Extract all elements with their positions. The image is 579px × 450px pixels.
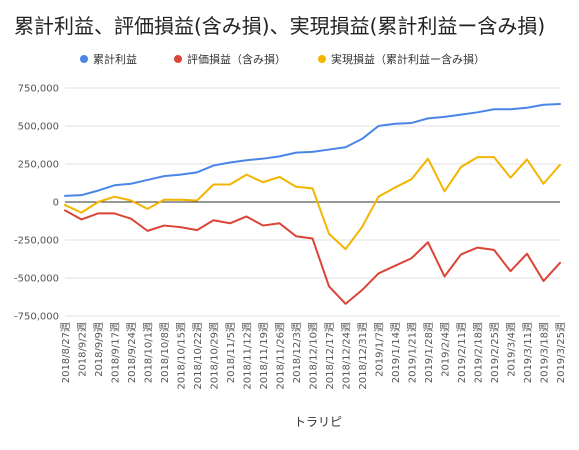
x-tick-label: 2018/10/8週	[159, 322, 171, 383]
x-tick-label: 2018/12/17週	[324, 322, 336, 390]
series-lines	[64, 102, 561, 305]
x-tick-label: 2018/10/22週	[192, 322, 204, 390]
series-line-3	[64, 156, 561, 251]
x-tick-label: 2018/11/19週	[258, 322, 270, 390]
x-axis: 2018/8/27週 2018/9/2週 2018/9/9週 2018/9/17週 20…	[60, 322, 567, 390]
x-tick-label: 2019/1/28週	[423, 322, 435, 383]
x-tick-label: 2019/2/18週	[473, 322, 485, 383]
x-tick-label: 2018/8/27週	[60, 322, 72, 383]
x-tick-label: 2019/2/4週	[440, 322, 452, 377]
x-tick-label: 2019/3/4週	[506, 322, 518, 377]
x-axis-label: トラリピ	[294, 415, 342, 429]
legend-marker-1	[80, 55, 88, 63]
legend: 累計利益 評価損益（含み損） 実現損益（累計利益ー含み損）	[80, 52, 485, 66]
legend-entry-3: 実現損益（累計利益ー含み損）	[331, 52, 485, 66]
x-tick-label: 2018/9/24週	[126, 322, 138, 383]
x-tick-label: 2018/11/12週	[242, 322, 254, 390]
y-tick-label: 750,000	[18, 84, 59, 95]
x-tick-label: 2018/12/3週	[291, 322, 303, 383]
x-tick-label: 2018/10/1週	[143, 322, 155, 383]
x-tick-label: 2018/12/10週	[308, 322, 320, 390]
legend-marker-3	[318, 55, 326, 63]
x-tick-label: 2019/1/14週	[390, 322, 402, 383]
x-tick-label: 2018/10/15週	[176, 322, 188, 390]
y-tick-label: -750,000	[14, 312, 59, 323]
y-tick-label: 250,000	[18, 160, 59, 171]
y-axis: 750,000 500,000 250,000 0 -250,000 -500,000 -7…	[14, 84, 59, 323]
x-tick-label: 2019/1/21週	[407, 322, 419, 383]
x-tick-label: 2018/12/24週	[341, 322, 353, 390]
y-tick-label: -500,000	[14, 274, 59, 285]
x-tick-label: 2019/3/11週	[522, 322, 534, 383]
legend-entry-2: 評価損益（含み損）	[187, 52, 286, 66]
x-tick-label: 2018/12/31週	[357, 322, 369, 390]
x-tick-label: 2018/10/29週	[209, 322, 221, 390]
series-line-2	[64, 209, 561, 305]
x-tick-label: 2019/2/11週	[456, 322, 468, 383]
x-tick-label: 2018/11/26週	[275, 322, 287, 390]
series-line-1	[64, 102, 561, 197]
y-tick-label: -250,000	[14, 236, 59, 247]
x-tick-label: 2018/11/5週	[225, 322, 237, 383]
x-tick-label: 2019/3/18週	[539, 322, 551, 383]
x-tick-label: 2019/2/25週	[489, 322, 501, 383]
gridlines	[65, 87, 560, 317]
y-tick-label: 500,000	[18, 122, 59, 133]
x-tick-label: 2019/1/7週	[374, 322, 386, 377]
x-tick-label: 2018/9/17週	[110, 322, 122, 383]
legend-marker-2	[174, 55, 182, 63]
x-tick-label: 2019/3/25週	[555, 322, 567, 383]
x-tick-label: 2018/9/9週	[93, 322, 105, 377]
chart-title: 累計利益、評価損益(含み損)、実現損益(累計利益ー含み損)	[14, 14, 546, 38]
y-tick-label: 0	[53, 198, 59, 209]
legend-entry-1: 累計利益	[93, 52, 137, 66]
x-tick-label: 2018/9/2週	[77, 322, 89, 377]
